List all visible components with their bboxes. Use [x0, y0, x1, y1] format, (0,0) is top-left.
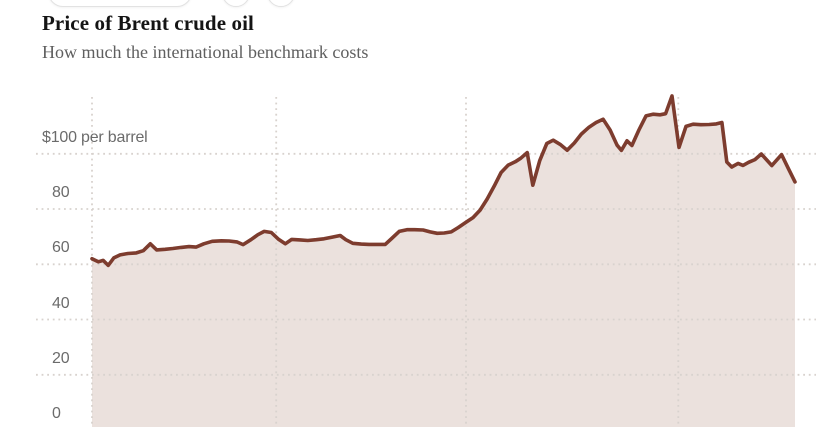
y-axis-tick-label: 40: [52, 294, 70, 312]
y-axis-tick-label: 80: [52, 184, 70, 201]
price-line: [90, 94, 797, 268]
y-axis-tick-label: $100 per barrel: [42, 128, 148, 146]
chart-subtitle: How much the international benchmark cos…: [42, 42, 369, 62]
chart-title: Price of Brent crude oil: [42, 11, 254, 35]
y-axis-tick-label: 0: [52, 405, 61, 422]
y-axis-tick-label: 20: [52, 349, 70, 367]
area-fill: [92, 96, 795, 427]
y-axis-tick-label: 60: [52, 239, 70, 257]
